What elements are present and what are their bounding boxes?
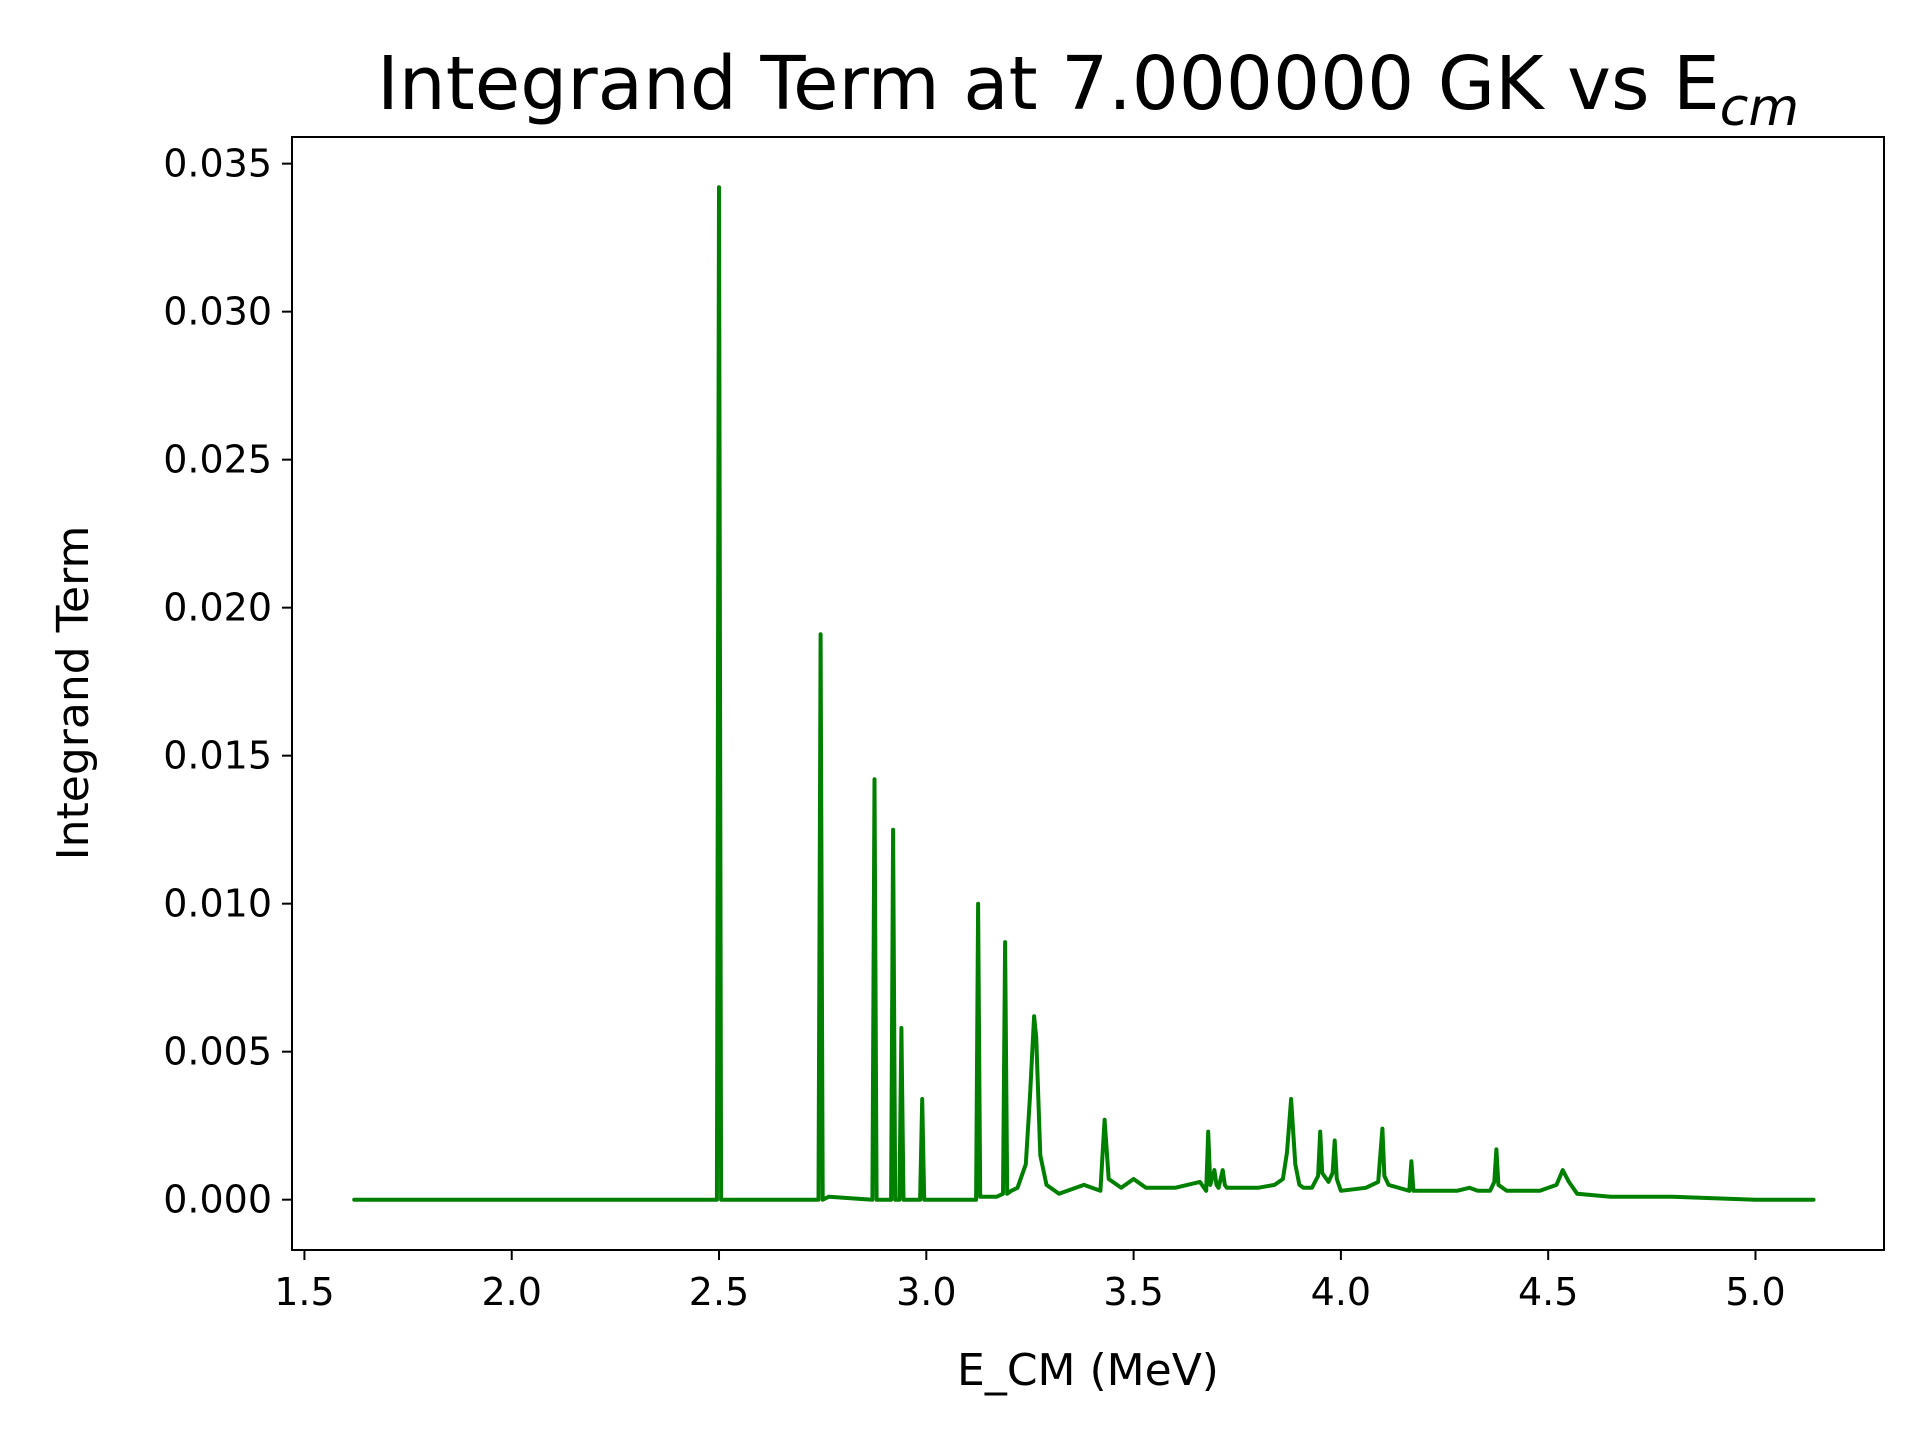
data-series-line <box>352 185 1816 1202</box>
y-tick-label: 0.020 <box>163 586 272 630</box>
y-tick-label: 0.000 <box>163 1178 272 1222</box>
y-tick-label: 0.035 <box>163 142 272 186</box>
y-axis-label: Integrand Term <box>48 526 99 861</box>
y-tick-label: 0.030 <box>163 290 272 334</box>
y-tick-label: 0.015 <box>163 734 272 778</box>
x-tick-label: 5.0 <box>1725 1270 1785 1314</box>
y-tick-label: 0.005 <box>163 1030 272 1074</box>
y-tick-label: 0.010 <box>163 882 272 926</box>
y-axis: 0.000 0.005 0.010 0.015 0.020 0.025 0.030 0.035 <box>163 142 292 1222</box>
x-tick-label: 3.0 <box>896 1270 956 1314</box>
x-axis: 1.5 2.0 2.5 3.0 3.5 4.0 4.5 5.0 <box>274 1250 1786 1314</box>
x-tick-label: 1.5 <box>274 1270 334 1314</box>
x-tick-label: 4.0 <box>1311 1270 1371 1314</box>
plot-area <box>291 136 1885 1251</box>
x-tick-label: 2.5 <box>689 1270 749 1314</box>
x-tick-label: 3.5 <box>1103 1270 1163 1314</box>
x-tick-label: 4.5 <box>1518 1270 1578 1314</box>
x-tick-label: 2.0 <box>482 1270 542 1314</box>
x-axis-label: E_CM (MeV) <box>957 1345 1219 1396</box>
chart-title: Integrand Term at 7.000000 GK vs Ecm <box>377 41 1799 138</box>
chart-title-subscript: cm <box>1720 78 1799 138</box>
y-tick-label: 0.025 <box>163 438 272 482</box>
